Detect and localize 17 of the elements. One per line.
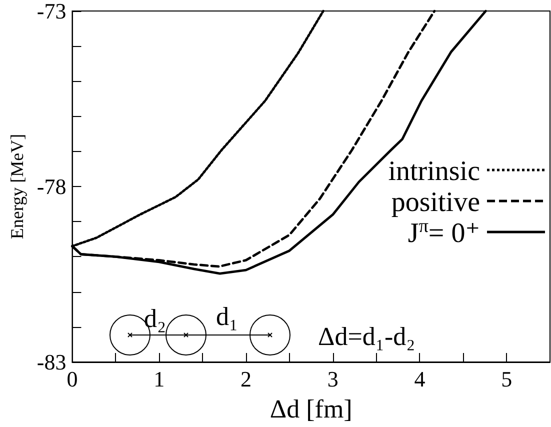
x-tick-label: 3: [327, 366, 338, 392]
x-tick-label: 0: [66, 366, 78, 392]
y-tick-label: -83: [36, 350, 66, 374]
x-tick-label: 1: [154, 366, 165, 392]
y-tick-label: -78: [36, 174, 66, 199]
legend-label: positive: [391, 187, 480, 218]
annotation: d₁: [216, 302, 238, 331]
annotation: d₂: [144, 304, 166, 333]
y-axis-title: Energy [MeV]: [7, 134, 27, 240]
x-tick-label: 5: [501, 366, 512, 392]
x-axis-title: Δd [fm]: [270, 394, 352, 424]
annotation: Δd=d₁-d₂: [318, 322, 416, 351]
y-tick-label: -73: [36, 0, 66, 24]
x-tick-label: 2: [240, 366, 252, 392]
x-tick-label: 4: [414, 366, 426, 392]
legend-label: intrinsic: [388, 156, 480, 187]
legend-label: J$^{π}$= 0⁺: [408, 216, 480, 249]
